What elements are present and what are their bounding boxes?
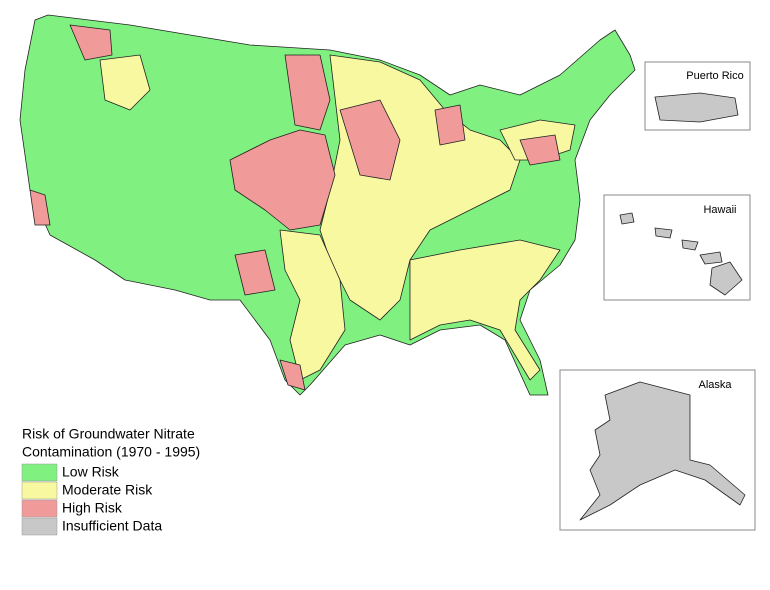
legend-label: Insufficient Data — [62, 518, 162, 534]
hawaii-island — [699, 251, 723, 265]
moderate-west — [99, 54, 151, 111]
hawaii-island — [709, 261, 743, 296]
high-pennsylvania — [519, 134, 561, 166]
moderate-texas — [279, 229, 346, 381]
legend-swatch — [21, 517, 58, 536]
inset-label: Hawaii — [703, 204, 736, 216]
legend: Risk of Groundwater Nitrate Contamination… — [21, 426, 200, 536]
legend-swatch — [21, 499, 58, 518]
high-michigan — [434, 104, 466, 146]
hawaii-island — [619, 212, 635, 225]
legend-label: Low Risk — [62, 464, 120, 480]
hawaii-island — [681, 239, 699, 251]
high-texas — [279, 359, 306, 391]
alaska — [579, 381, 746, 521]
high-washington — [69, 24, 113, 61]
legend-label: Moderate Risk — [62, 482, 153, 498]
high-dakotas — [284, 54, 331, 131]
high-plains — [229, 129, 336, 231]
inset-label: Puerto Rico — [686, 70, 743, 82]
puerto-rico — [654, 92, 739, 123]
legend-swatch — [21, 463, 58, 482]
high-southwest — [234, 249, 276, 296]
moderate-south — [409, 239, 561, 381]
hawaii-island — [654, 227, 673, 239]
inset-label: Alaska — [698, 379, 732, 391]
high-california — [29, 189, 51, 226]
legend-swatch — [21, 481, 58, 500]
legend-title: Contamination (1970 - 1995) — [22, 444, 200, 460]
legend-label: High Risk — [62, 500, 123, 516]
high-iowa — [339, 99, 401, 181]
legend-title: Risk of Groundwater Nitrate — [22, 426, 195, 442]
